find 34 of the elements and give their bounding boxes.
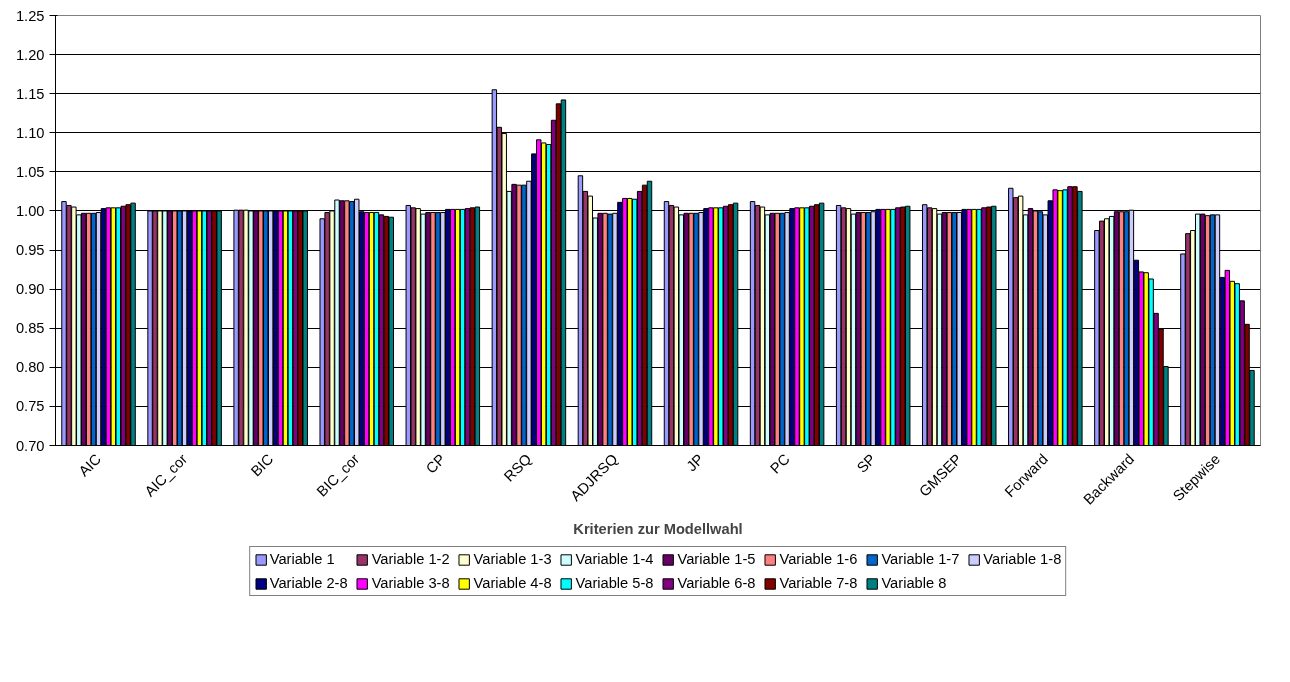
legend-label: Variable 1 (269, 551, 335, 567)
y-tick-label: 0.80 (15, 359, 45, 376)
legend-label: Variable 1-7 (881, 551, 960, 567)
y-tick-label: 1.25 (15, 7, 45, 24)
x-tick-label: SP (853, 450, 879, 476)
y-tick-label: 1.10 (15, 124, 45, 141)
legend-label: Variable 1-6 (779, 551, 858, 567)
legend-label: Variable 3-8 (371, 575, 450, 591)
legend-label: Variable 1-4 (575, 551, 654, 567)
legend-label: Variable 1-8 (983, 551, 1062, 567)
y-tick-label: 1.00 (15, 202, 45, 219)
y-tick-label: 0.70 (15, 437, 45, 454)
legend-label: Variable 1-2 (371, 551, 450, 567)
x-tick-label: BIC (247, 450, 277, 480)
x-tick-label: CP (422, 450, 449, 477)
y-tick-label: 1.20 (15, 46, 45, 63)
y-tick-label: 0.75 (15, 398, 45, 415)
legend-label: Variable 7-8 (779, 575, 858, 591)
y-tick-label: 0.95 (15, 242, 45, 259)
x-tick-label: JP (683, 450, 707, 475)
x-tick-label: PC (767, 450, 794, 477)
legend-label: Variable 8 (881, 575, 947, 591)
y-tick-label: 1.15 (15, 85, 45, 102)
legend-label: Variable 2-8 (269, 575, 348, 591)
y-tick-label: 1.05 (15, 163, 45, 180)
x-tick-label: AIC (75, 450, 105, 480)
y-tick-label: 0.90 (15, 281, 45, 298)
legend-label: Variable 1-3 (473, 551, 552, 567)
legend-label: Variable 4-8 (473, 575, 552, 591)
y-tick-label: 0.85 (15, 320, 45, 337)
legend-label: Variable 1-5 (677, 551, 756, 567)
legend-label: Variable 6-8 (677, 575, 756, 591)
x-axis-title: Kriterien zur Modellwahl (573, 521, 743, 538)
legend-label: Variable 5-8 (575, 575, 654, 591)
